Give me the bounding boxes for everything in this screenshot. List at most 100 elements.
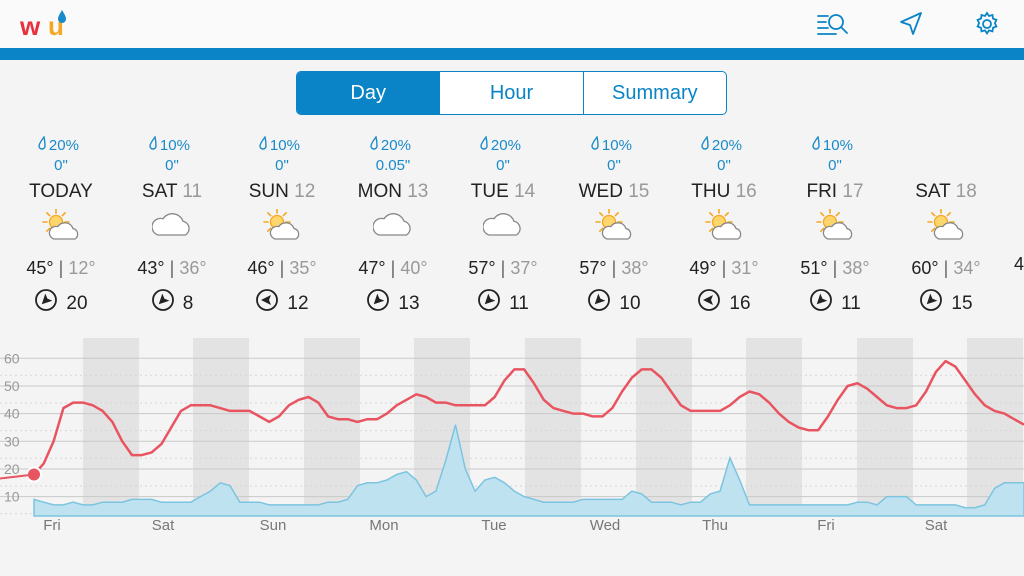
precip-row: 20% [669, 135, 779, 156]
partly-cloudy-icon [559, 206, 669, 246]
low-temp: 12° [68, 258, 96, 278]
search-list-icon[interactable] [816, 8, 850, 40]
high-temp: 43° [137, 258, 165, 278]
day-number: 16 [735, 181, 757, 202]
night-band [857, 338, 913, 516]
raindrop-icon [700, 135, 710, 156]
partly-cloudy-icon [669, 206, 779, 246]
cloudy-icon [117, 206, 227, 246]
temps: 57° | 37° [468, 258, 538, 278]
high-temp: 57° [579, 258, 607, 278]
x-day-label: Fri [817, 517, 835, 534]
wind-direction-icon [366, 288, 390, 319]
day-name: WED 15 [578, 181, 650, 202]
high-temp: 49° [689, 258, 717, 278]
day-name: TODAY [29, 181, 93, 202]
night-band [83, 338, 139, 516]
day-column-8[interactable]: 10% 0" FRI 17 51° | 38° 11 [780, 135, 890, 319]
precip-area [33, 424, 1024, 517]
tab-day[interactable]: Day [297, 72, 441, 114]
day-name: TUE 14 [470, 181, 536, 202]
x-day-label: Sat [925, 517, 948, 534]
low-temp: 34° [953, 258, 981, 278]
view-tabs: Day Hour Summary [296, 71, 727, 115]
day-number: 12 [294, 181, 316, 202]
x-day-label: Fri [43, 517, 61, 534]
precip-row: 20% [338, 135, 448, 156]
raindrop-icon [811, 135, 821, 156]
tab-summary[interactable]: Summary [612, 81, 698, 104]
wind-direction-icon [919, 288, 943, 319]
wind-speed: 15 [951, 292, 973, 314]
wind-speed: 8 [182, 292, 194, 314]
day-column-2[interactable]: 10% 0" SAT 11 43° | 36° 8 [117, 135, 227, 319]
tab-hour[interactable]: Hour [440, 72, 584, 114]
precip-chance: 20% [380, 137, 411, 154]
day-name: SAT 18 [915, 181, 977, 202]
low-temp: 36° [179, 258, 207, 278]
day-name: MON 13 [357, 181, 429, 202]
low-temp: 35° [289, 258, 317, 278]
day-name: SUN 12 [248, 181, 316, 202]
high-temp: 57° [468, 258, 496, 278]
day-column-7[interactable]: 20% 0" THU 16 49° | 31° 16 [669, 135, 779, 319]
wind: 13 [338, 288, 448, 319]
day-column-3[interactable]: 10% 0" SUN 12 46° | 35° 12 [227, 135, 337, 319]
raindrop-icon [369, 135, 379, 156]
wind-direction-icon [34, 288, 58, 319]
night-band [304, 338, 360, 516]
wind-direction-icon [151, 288, 175, 319]
wu-logo[interactable]: w u [18, 6, 78, 42]
x-day-label: Thu [702, 517, 728, 534]
high-temp: 60° [911, 258, 939, 278]
precip-amount [891, 156, 1001, 176]
precip-amount: 0" [275, 157, 289, 174]
wind-direction-icon [587, 288, 611, 319]
day-number: 14 [514, 181, 536, 202]
x-day-label: Wed [590, 517, 621, 534]
precip-amount: 0" [717, 157, 731, 174]
day-column-4[interactable]: 20% 0.05" MON 13 47° | 40° 13 [338, 135, 448, 319]
precip-chance: 10% [601, 137, 632, 154]
precip-row: 10% [559, 135, 669, 156]
precip-row: 10% [227, 135, 337, 156]
wind: 11 [448, 288, 558, 319]
wind-direction-icon [697, 288, 721, 319]
low-temp: 38° [621, 258, 649, 278]
precip-amount: 0" [496, 157, 510, 174]
header-band [0, 48, 1024, 60]
day-column-6[interactable]: 10% 0" WED 15 57° | 38° 10 [559, 135, 669, 319]
precip-chance: 10% [269, 137, 300, 154]
high-temp: 51° [800, 258, 828, 278]
x-day-label: Sun [260, 517, 287, 534]
day-column-1[interactable]: 20% 0" TODAY 45° | 12° 20 [6, 135, 116, 319]
partly-cloudy-icon [6, 206, 116, 246]
wind: 10 [559, 288, 669, 319]
precip-amount: 0" [828, 157, 842, 174]
night-band [746, 338, 802, 516]
temps: 51° | 38° [800, 258, 870, 278]
wind-direction-icon [477, 288, 501, 319]
temperature-chart[interactable]: 60 50 40 30 20 10 Fri Sat Sun Mon Tue Wed Thu Fri Sat [0, 336, 1024, 536]
temperature-line [33, 359, 1024, 476]
gear-icon[interactable] [970, 8, 1004, 40]
raindrop-icon [148, 135, 158, 156]
day-column-5[interactable]: 20% 0" TUE 14 57° | 37° 11 [448, 135, 558, 319]
y-tick-label: 60 [4, 350, 20, 366]
y-tick-label: 30 [4, 433, 20, 449]
wind-speed: 16 [729, 292, 751, 314]
wind: 11 [780, 288, 890, 319]
wind-speed: 11 [841, 292, 861, 314]
day-column-9[interactable]: SAT 18 60° | 34° 15 [891, 136, 1001, 319]
night-band [525, 338, 581, 516]
temps: 45° | 12° [26, 258, 96, 278]
wind-speed: 11 [509, 292, 529, 314]
cloudy-icon [338, 206, 448, 246]
precip-amount: 0" [607, 157, 621, 174]
temps: 49° | 31° [689, 258, 759, 278]
precip-chance: 20% [48, 137, 79, 154]
day-number: 17 [842, 181, 864, 202]
location-arrow-icon[interactable] [894, 8, 928, 40]
wind-speed: 10 [619, 292, 641, 314]
partly-cloudy-icon [227, 206, 337, 246]
